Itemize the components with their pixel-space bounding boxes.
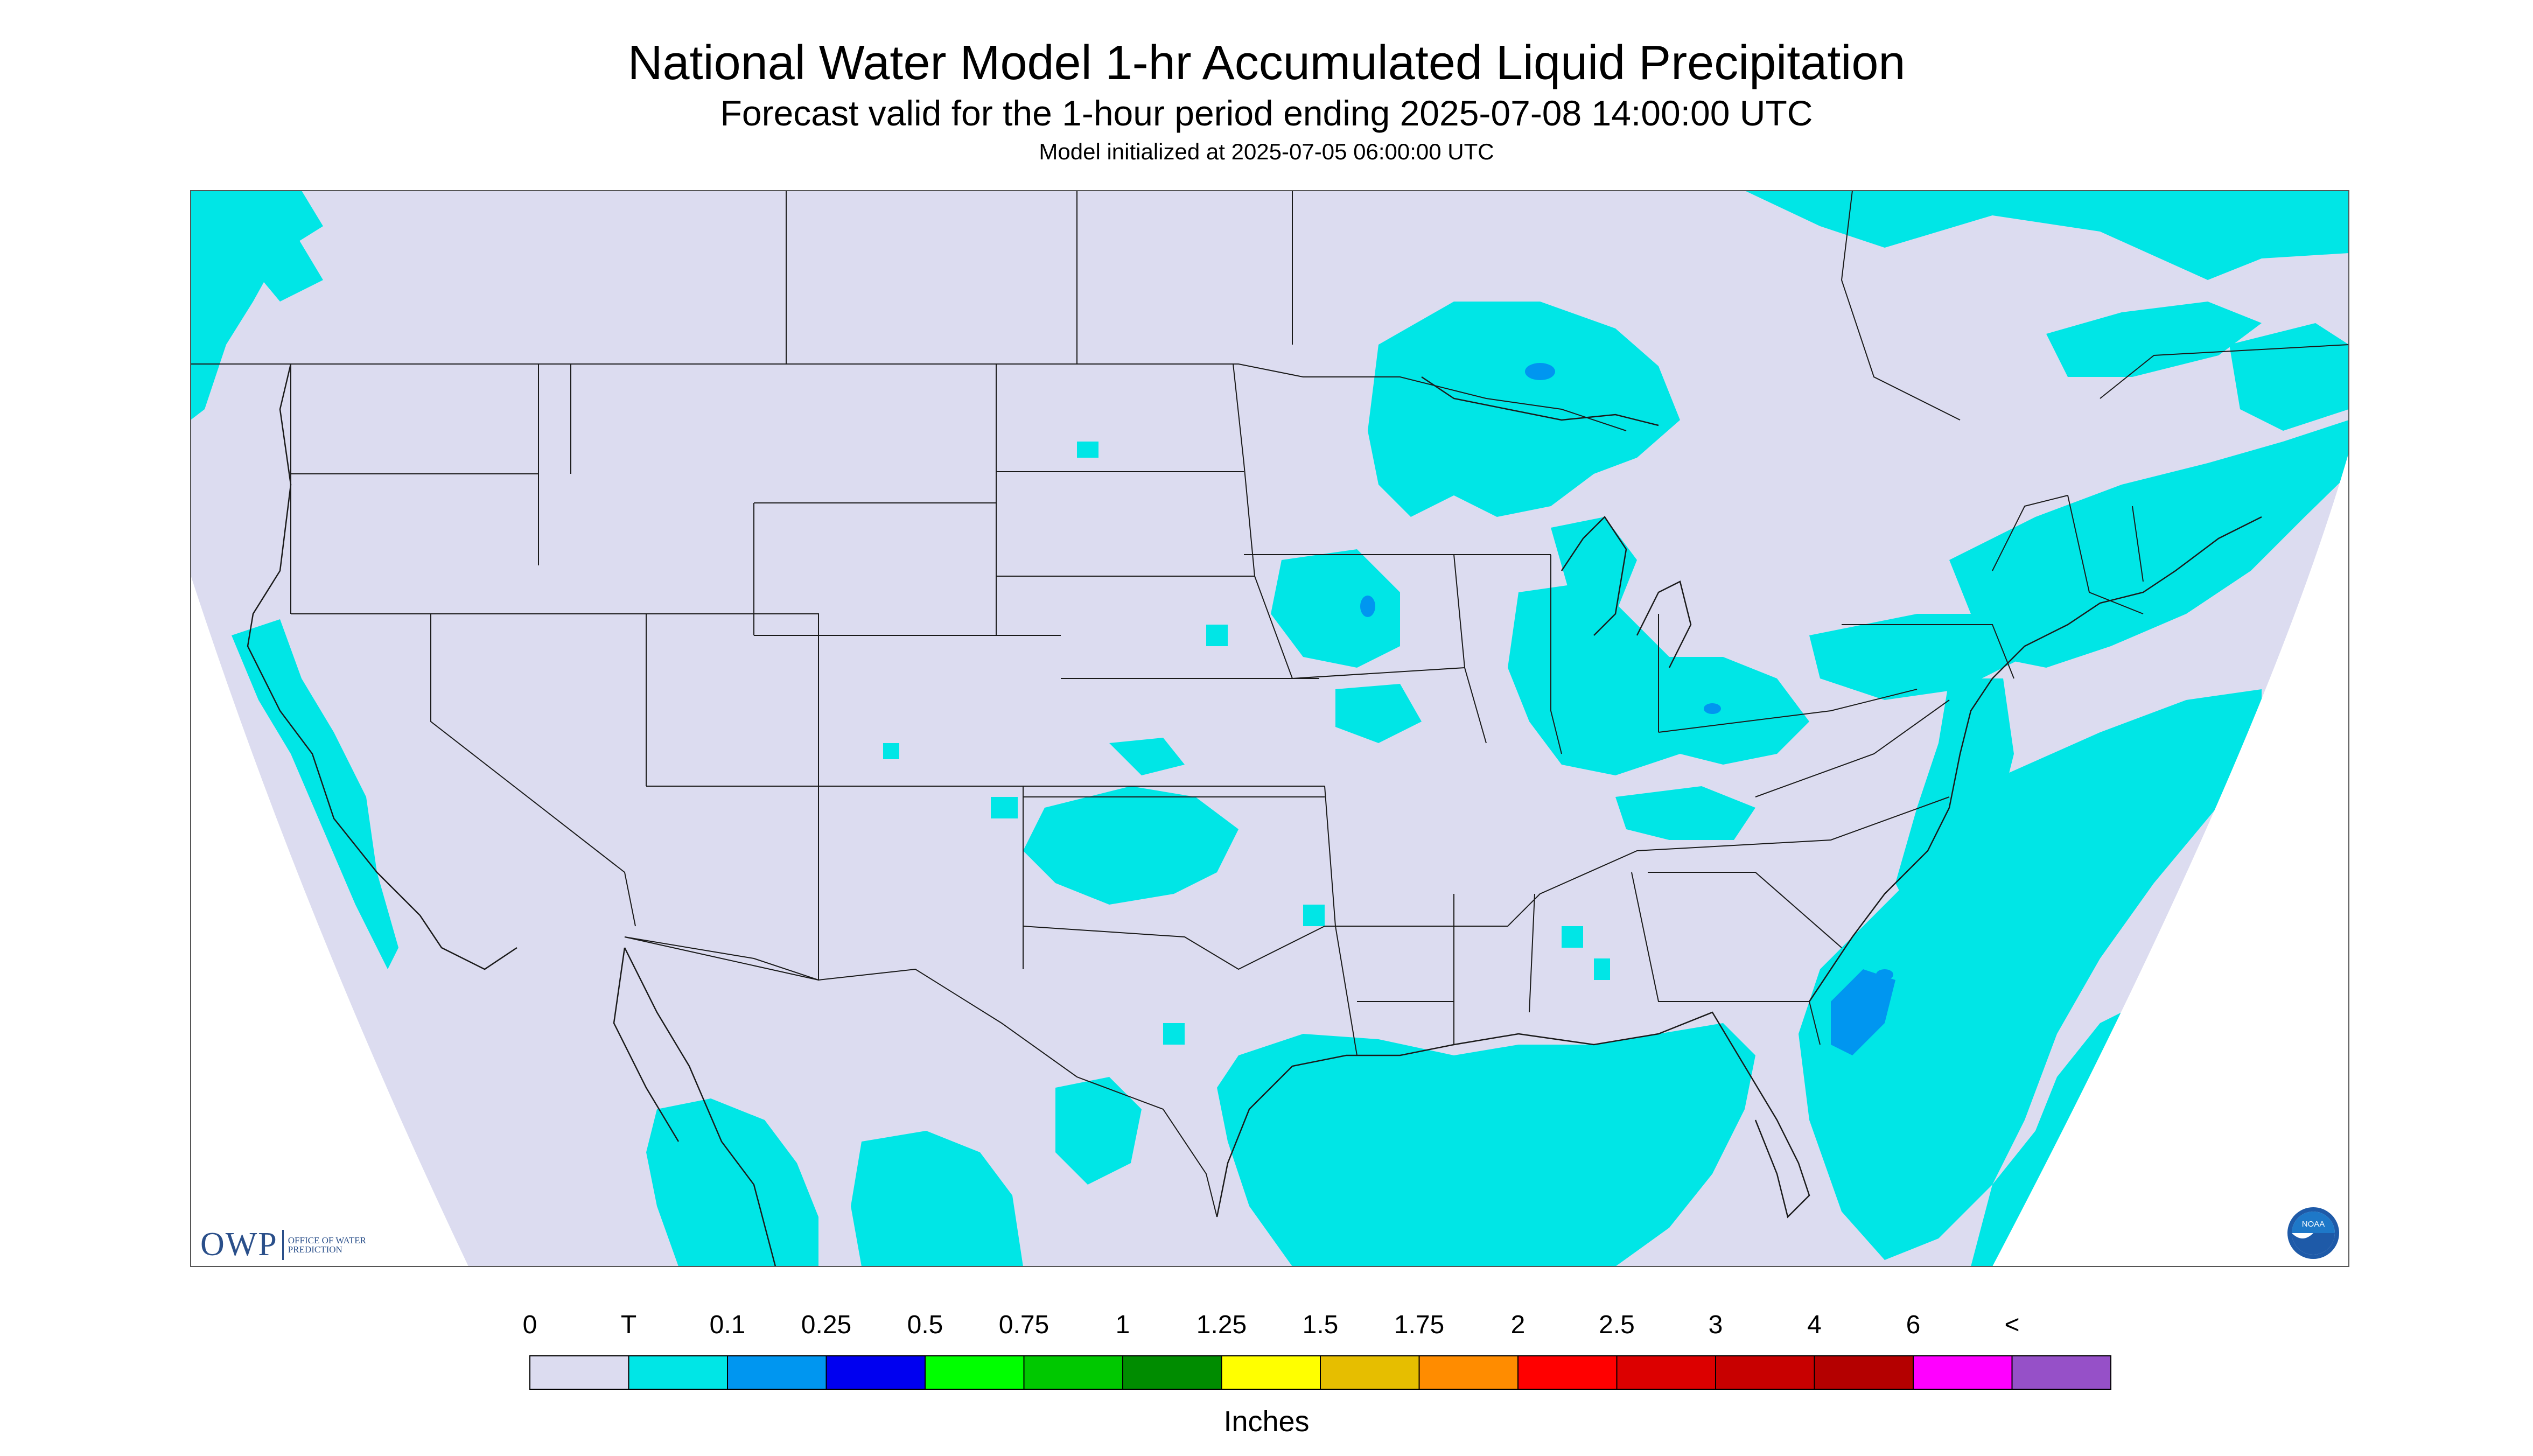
legend-box [1715,1355,1815,1390]
legend-box [1616,1355,1716,1390]
legend-tick-label: 1.25 [1196,1311,1247,1339]
legend-tick-label: 0.5 [907,1311,943,1339]
legend-box [1320,1355,1420,1390]
legend-box [1418,1355,1519,1390]
model-init-text: Model initialized at 2025-07-05 06:00:00… [1039,139,1494,164]
owp-logo: OWP OFFICE OF WATER PREDICTION [200,1226,369,1264]
legend-box [727,1355,827,1390]
legend-tick-label: 0.25 [801,1311,851,1339]
legend-tick-label: 1.75 [1394,1311,1444,1339]
legend-color-boxes [529,1355,2111,1390]
legend-box [925,1355,1025,1390]
legend-box [2011,1355,2111,1390]
map-title: National Water Model 1-hr Accumulated Li… [627,36,1906,90]
legend-box [1122,1355,1222,1390]
coastlines [247,363,2262,1266]
legend-tick-label: 2.5 [1599,1311,1635,1339]
legend-box [628,1355,728,1390]
legend-tick-label: < [2004,1311,2019,1339]
legend-tick-label: 4 [1807,1311,1822,1339]
legend-box [1023,1355,1123,1390]
legend-box [825,1355,926,1390]
legend-tick-label: 3 [1709,1311,1723,1339]
noaa-logo: NOAA [2287,1207,2339,1259]
legend-tick-label: 0.75 [999,1311,1049,1339]
map-subtitle: Forecast valid for the 1-hour period end… [720,93,1813,133]
legend-tick-label: T [621,1311,636,1339]
legend-tick-label: 0.1 [710,1311,746,1339]
legend-tick-label: 2 [1511,1311,1526,1339]
legend-box [1913,1355,2013,1390]
owp-logo-mark: OWP [200,1226,278,1263]
map-frame [190,190,2349,1267]
noaa-logo-text: NOAA [2302,1220,2325,1229]
legend-box [1221,1355,1321,1390]
legend-tick-label: 1 [1116,1311,1130,1339]
owp-logo-text: OFFICE OF WATER PREDICTION [288,1235,366,1255]
trace-precip-areas [191,191,2349,1266]
legend-tick-labels: 0 T 0.1 0.25 0.5 0.75 1 1.25 1.5 1.75 2 2.5 3 4 6 < [523,1311,2020,1339]
legend-unit-label: Inches [1223,1405,1309,1438]
state-boundaries [191,191,2349,1217]
legend-tick-label: 6 [1906,1311,1921,1339]
map-data-layer [191,191,2349,1266]
legend-box [529,1355,629,1390]
legend-box [1517,1355,1618,1390]
owp-logo-separator [282,1229,284,1260]
legend-tick-label: 1.5 [1303,1311,1339,1339]
light-precip-areas [1360,363,1895,1055]
legend-box [1814,1355,1914,1390]
legend-tick-label: 0 [523,1311,537,1339]
